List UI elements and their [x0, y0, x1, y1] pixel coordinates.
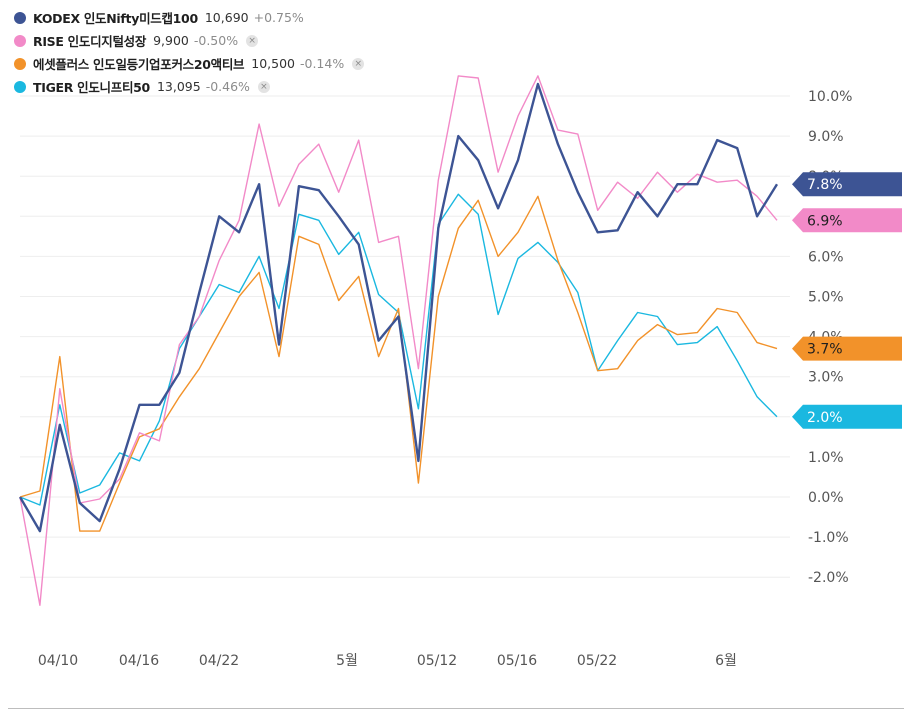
x-tick-label: 05/12 — [417, 653, 457, 669]
y-tick-label: 6.0% — [808, 249, 844, 265]
y-tick-label: 3.0% — [808, 370, 844, 386]
x-tick-label: 5월 — [336, 653, 358, 669]
x-tick-label: 04/10 — [38, 653, 78, 669]
series-color-dot — [14, 80, 26, 93]
legend-price: 10,500 — [251, 56, 295, 71]
y-tick-label: -1.0% — [808, 530, 849, 546]
y-tick-label: -2.0% — [808, 570, 849, 586]
end-value-tag — [792, 208, 902, 233]
end-value-tag — [792, 336, 902, 361]
x-tick-label: 05/22 — [577, 653, 617, 669]
series-color-dot — [14, 11, 26, 24]
legend-price: 9,900 — [153, 33, 189, 48]
legend: KODEX 인도Nifty미드캡100 10,690 +0.75% RISE 인… — [14, 6, 365, 98]
x-tick-label: 05/16 — [497, 653, 537, 669]
series-line-2[interactable] — [19, 195, 778, 532]
y-tick-label: 0.0% — [808, 490, 844, 506]
end-value-label: 2.0% — [807, 410, 843, 426]
legend-change: -0.50% — [193, 33, 239, 48]
series-line-1[interactable] — [19, 75, 778, 606]
legend-item-tiger[interactable]: TIGER 인도니프티50 13,095 -0.46% × — [14, 75, 364, 98]
remove-series-close-icon[interactable]: × — [352, 57, 365, 70]
end-value-label: 7.8% — [807, 177, 843, 193]
x-tick-label: 6월 — [715, 653, 737, 669]
legend-item-rise[interactable]: RISE 인도디지털성장 9,900 -0.50% × — [14, 29, 364, 52]
legend-price: 13,095 — [156, 79, 201, 94]
legend-change: -0.46% — [205, 79, 250, 94]
end-value-tag — [792, 172, 902, 197]
divider — [8, 708, 904, 709]
y-tick-label: 9.0% — [808, 129, 844, 145]
x-tick-label: 04/16 — [119, 653, 159, 669]
legend-price: 10,690 — [204, 10, 249, 25]
y-tick-label: 10.0% — [808, 89, 852, 105]
x-tick-label: 04/22 — [199, 653, 239, 669]
legend-series-name: 에셋플러스 인도일등기업포커스20액티브 — [33, 57, 245, 72]
remove-series-close-icon[interactable]: × — [246, 34, 259, 47]
remove-series-close-icon[interactable]: × — [257, 80, 270, 93]
legend-series-name: TIGER 인도니프티50 — [33, 80, 150, 95]
legend-series-name: KODEX 인도Nifty미드캡100 — [33, 11, 198, 26]
series-line-0[interactable] — [18, 82, 779, 533]
end-value-label: 3.7% — [807, 342, 843, 358]
legend-series-name: RISE 인도디지털성장 — [33, 34, 147, 49]
legend-item-assetplus[interactable]: 에셋플러스 인도일등기업포커스20액티브 10,500 -0.14% × — [14, 52, 365, 75]
legend-item-kodex[interactable]: KODEX 인도Nifty미드캡100 10,690 +0.75% — [14, 6, 364, 29]
end-value-label: 6.9% — [807, 213, 843, 229]
y-tick-label: 5.0% — [808, 290, 844, 306]
y-tick-label: 1.0% — [808, 450, 844, 466]
series-color-dot — [14, 34, 26, 47]
end-value-tag — [792, 404, 902, 429]
legend-change: -0.14% — [300, 56, 345, 71]
legend-change: +0.75% — [253, 10, 304, 25]
series-color-dot — [14, 57, 26, 70]
